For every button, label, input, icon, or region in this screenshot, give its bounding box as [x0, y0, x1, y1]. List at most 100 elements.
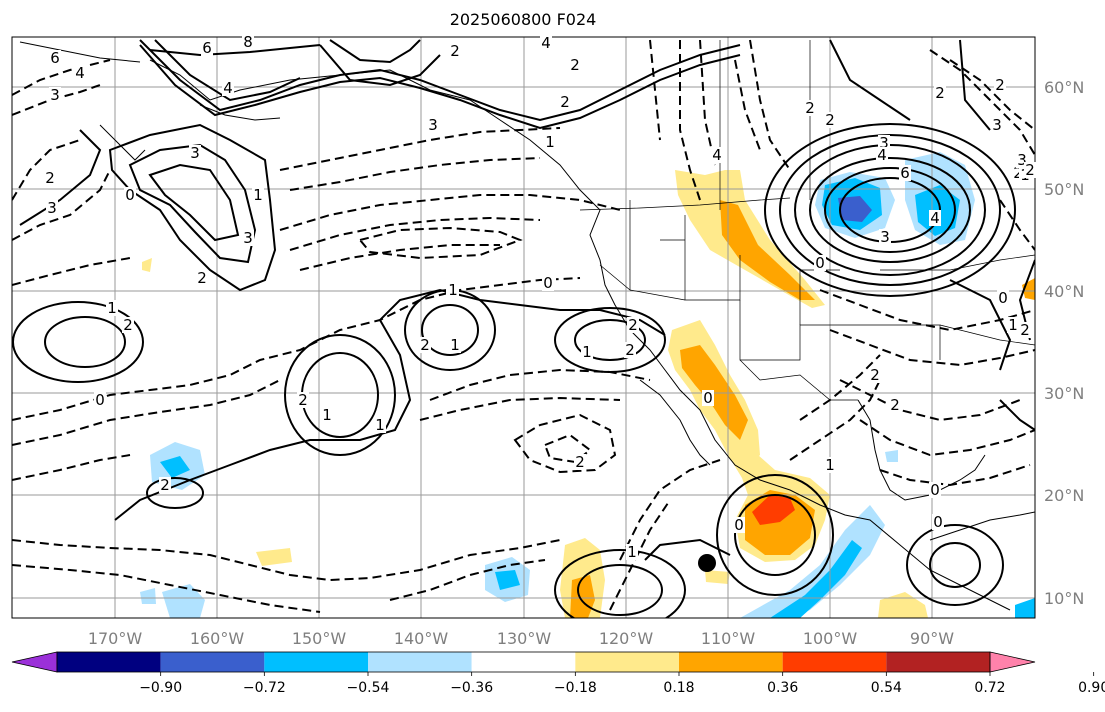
contour-label: 4 [877, 146, 887, 164]
contour-label-bg [889, 397, 901, 413]
contour-label-bg [929, 482, 941, 498]
contour-label-bg [994, 77, 1006, 93]
contour-label: 3 [47, 199, 57, 217]
negative-shade-canada-low-core [838, 196, 872, 222]
contour-label-bg [804, 100, 816, 116]
lat-tick-label: 50°N [1044, 180, 1084, 199]
contour-label-bg [1007, 317, 1019, 333]
contour-label: 2 [628, 316, 638, 334]
contour-label: 2 [805, 99, 815, 117]
contour-label: 4 [223, 79, 233, 97]
marker-dot [698, 554, 716, 572]
positive-shade-small-1 [256, 548, 292, 566]
colorbar-label: −0.72 [243, 680, 286, 696]
contour-label-bg [374, 417, 386, 433]
negative-shade-central-america-core [770, 540, 862, 618]
contour-label: 6 [202, 39, 212, 57]
colorbar-segment [57, 652, 161, 672]
contour-label-bg [94, 392, 106, 408]
contour-label: 2 [560, 93, 570, 111]
contour-label: 1 [825, 456, 835, 474]
contour-label-bg [702, 390, 714, 406]
contour-label-bg [252, 187, 264, 203]
lon-tick-label: 130°W [497, 629, 552, 648]
contour-label: 2 [197, 269, 207, 287]
colorbar-segment [471, 652, 576, 672]
contour-label-bg [879, 229, 891, 245]
dashed-contours [12, 39, 1035, 613]
colorbar-label: 0.90 [1078, 680, 1105, 696]
contour-label-bg [627, 317, 639, 333]
colorbar-extend-high [989, 651, 1036, 673]
contour-label: 0 [703, 389, 713, 407]
contour-label: 1 [627, 543, 637, 561]
contour-label: 1 [253, 186, 263, 204]
lon-tick-label: 150°W [292, 629, 347, 648]
contour-label-bg [899, 165, 911, 181]
contour-label: 1 [448, 281, 458, 299]
contour-label: 3 [1017, 151, 1027, 169]
contour-label: 3 [50, 86, 60, 104]
lat-tick-label: 20°N [1044, 486, 1084, 505]
lat-tick-label: 10°N [1044, 589, 1084, 608]
contour-label: 3 [879, 134, 889, 152]
colorbar-segment [782, 652, 887, 672]
contour-label: 2 [1025, 161, 1035, 179]
positive-shade-small-2 [705, 570, 730, 584]
contour-label: 2 [995, 76, 1005, 94]
colorbar-segment [679, 652, 783, 672]
contour-label: 0 [930, 481, 940, 499]
lon-tick-label: 90°W [910, 629, 954, 648]
contour-label: 3 [992, 116, 1002, 134]
contour-label-bg [321, 407, 333, 423]
contour-label: 1 [1008, 316, 1018, 334]
contour-label: 4 [930, 209, 940, 227]
contour-label-bg [1019, 322, 1031, 338]
contour-label: 4 [75, 64, 85, 82]
contour-label: 6 [50, 49, 60, 67]
colorbar-label: −0.54 [347, 680, 390, 696]
contour-label-bg [824, 457, 836, 473]
contour-label: 2 [935, 84, 945, 102]
contour-label-bg [49, 50, 61, 66]
contour-label-bg [869, 367, 881, 383]
contour-label-bg [447, 282, 459, 298]
borders [579, 40, 1035, 401]
lon-tick-label: 140°W [394, 629, 449, 648]
contour-label-bg [824, 112, 836, 128]
longitude-axis: 170°W 160°W 150°W 140°W 130°W 120°W 110°… [88, 629, 954, 648]
contour-label: 2 [298, 391, 308, 409]
contour-label-bg [997, 290, 1009, 306]
contour-label: 1 [582, 343, 592, 361]
negative-shade-gulf [885, 450, 898, 462]
contour-label: 3 [243, 229, 253, 247]
contour-label: 4 [541, 34, 551, 52]
contour-label-bg [574, 454, 586, 470]
contour-label: 6 [900, 164, 910, 182]
contour-label-bg [201, 40, 213, 56]
contour-label: 4 [712, 146, 722, 164]
contour-label: 2 [160, 476, 170, 494]
contour-label-bg [189, 145, 201, 161]
contour-label-bg [44, 170, 56, 186]
contour-label-bg [106, 300, 118, 316]
map-panel [11, 36, 1036, 619]
contour-label-bg [196, 270, 208, 286]
contour-label: 0 [95, 391, 105, 409]
lon-tick-label: 100°W [803, 629, 858, 648]
contour-label: 2 [1013, 164, 1023, 182]
colorbar-label: 0.54 [871, 680, 902, 696]
contour-label-bg [449, 337, 461, 353]
colorbar-segment [886, 652, 990, 672]
contour-label-bg [124, 187, 136, 203]
contour-label-bg [242, 34, 254, 50]
contour-label: 2 [123, 316, 133, 334]
negative-shade-central-america [740, 505, 885, 618]
negative-shade-pacific-1-core [160, 456, 190, 478]
contour-label-bg [544, 134, 556, 150]
contour-label-bg [419, 337, 431, 353]
contour-label: 1 [375, 416, 385, 434]
contour-label-bg [1024, 162, 1036, 178]
negative-shade-east-edge [1015, 598, 1035, 618]
